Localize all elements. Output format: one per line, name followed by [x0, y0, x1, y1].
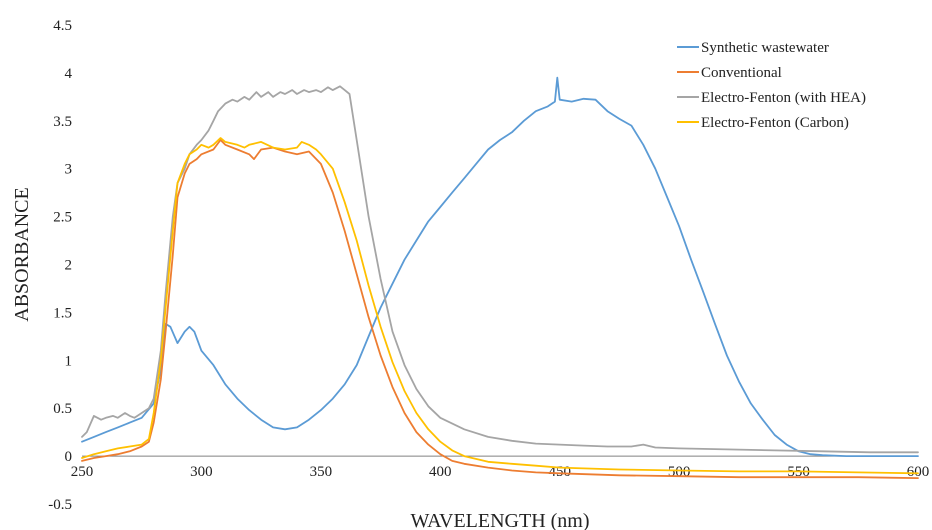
series-line-1 [81, 76, 919, 457]
series-line-3 [81, 85, 919, 454]
y-tick-label: 4 [65, 66, 73, 82]
x-tick-label: 350 [310, 464, 333, 480]
legend-label: Electro-Fenton (with HEA) [701, 90, 866, 106]
legend-item: Conventional [677, 65, 782, 81]
y-axis-title: ABSORBANCE [11, 187, 33, 321]
legend-item: Electro-Fenton (with HEA) [677, 90, 866, 106]
series-lines [81, 76, 919, 479]
series-line-2 [81, 139, 919, 479]
x-tick-label: 500 [668, 464, 691, 480]
legend-item: Electro-Fenton (Carbon) [677, 115, 849, 131]
x-axis-title: WAVELENGTH (nm) [410, 510, 589, 530]
series-line-4 [81, 137, 919, 475]
y-tick-label: 2 [65, 258, 73, 274]
y-tick-label: 4.5 [53, 18, 72, 34]
y-tick-labels: -0.5 0 0.5 1 1.5 2 2.5 3 3.5 4 4.5 [48, 18, 72, 513]
x-tick-label: 400 [429, 464, 452, 480]
y-tick-label: 1.5 [53, 305, 72, 321]
y-tick-label: 3 [65, 162, 73, 178]
legend-label: Synthetic wastewater [701, 40, 829, 56]
y-tick-label: 1 [65, 353, 73, 369]
y-tick-label: -0.5 [48, 497, 72, 513]
x-tick-label: 600 [907, 464, 930, 480]
x-tick-label: 250 [71, 464, 94, 480]
y-tick-label: 2.5 [53, 210, 72, 226]
x-tick-label: 300 [190, 464, 213, 480]
y-tick-label: 3.5 [53, 114, 72, 130]
legend-label: Conventional [701, 65, 782, 81]
y-tick-label: 0 [65, 449, 73, 465]
legend: Synthetic wastewater Conventional Electro-… [677, 40, 866, 131]
y-tick-label: 0.5 [53, 401, 72, 417]
legend-item: Synthetic wastewater [677, 40, 829, 56]
legend-label: Electro-Fenton (Carbon) [701, 115, 849, 131]
